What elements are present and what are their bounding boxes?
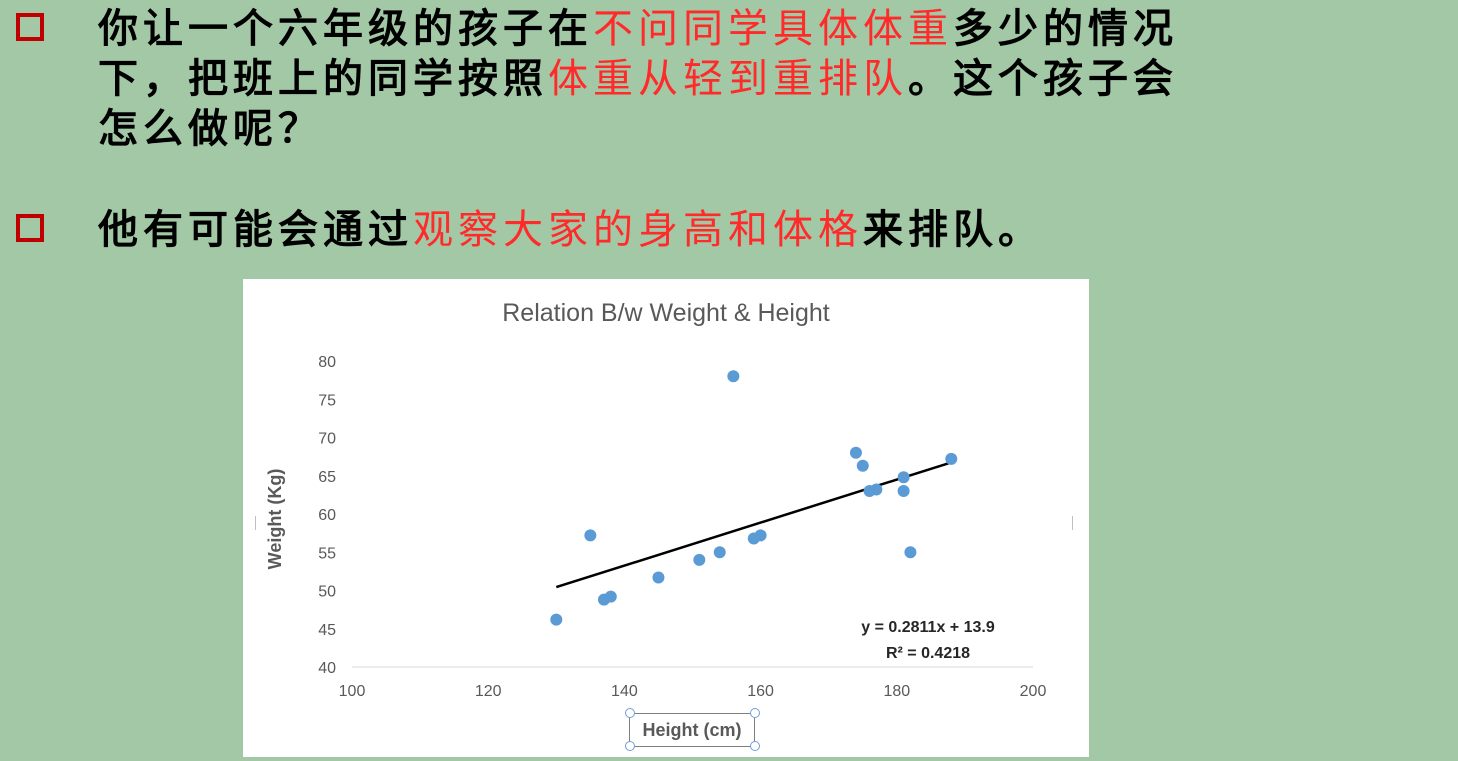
r-squared-text: R² = 0.4218 [885, 645, 971, 662]
chart-object[interactable]: Relation B/w Weight & Height Weight (Kg)… [243, 279, 1089, 757]
bullet-1-line-2-pre: 下，把班上的同学按照 [98, 55, 548, 102]
y-tick-label: 55 [318, 545, 336, 562]
resize-handle-bottom-right[interactable] [750, 741, 760, 751]
x-tick-label: 200 [1020, 683, 1047, 700]
resize-handle-bottom-left[interactable] [625, 741, 635, 751]
chart-right-edge-mark [1072, 516, 1073, 530]
y-tick-label: 80 [318, 354, 336, 371]
bullet-2-pre: 他有可能会通过 [98, 206, 413, 253]
x-tick-label: 160 [747, 683, 774, 700]
y-tick-label: 45 [318, 622, 336, 639]
resize-handle-top-left[interactable] [625, 708, 635, 718]
data-point [584, 529, 597, 542]
trendline-equation: y = 0.2811x + 13.9 R² = 0.4218 [833, 615, 1023, 667]
bullet-2-highlight: 观察大家的身高和体格 [413, 207, 863, 253]
bullet-1-line-1-pre: 你让一个六年级的孩子在 [98, 5, 593, 52]
bullet-1-line-2: 下，把班上的同学按照体重从轻到重排队。这个孩子会 [98, 54, 1448, 104]
x-tick-label: 180 [883, 683, 910, 700]
trendline [555, 461, 952, 589]
y-tick-label: 50 [318, 584, 336, 601]
bullet-1-line-1-highlight: 不问同学具体体重 [593, 6, 953, 52]
data-point [849, 446, 862, 459]
y-tick-label: 40 [318, 660, 336, 677]
data-point [604, 590, 617, 603]
x-tick-label: 120 [475, 683, 502, 700]
data-point [904, 546, 917, 559]
data-point [713, 546, 726, 559]
data-point [550, 613, 563, 626]
scatter-plot: 40 45 50 55 60 65 70 75 80 100 120 140 160 180 200 [318, 354, 1047, 700]
x-tick-label: 100 [339, 683, 366, 700]
y-tick-label: 60 [318, 507, 336, 524]
chart-title: Relation B/w Weight & Height [502, 299, 830, 327]
bullet-1-line-1-post: 多少的情况 [953, 5, 1178, 52]
data-point [856, 459, 869, 472]
data-point [727, 370, 740, 383]
data-point [870, 483, 883, 496]
data-point [897, 485, 910, 498]
y-tick-label: 65 [318, 469, 336, 486]
bullet-1-line-2-highlight: 体重从轻到重排队 [548, 56, 908, 102]
bullet-1-line-1: 你让一个六年级的孩子在不问同学具体体重多少的情况 [98, 4, 1448, 54]
checkbox-icon [16, 13, 44, 41]
chart-left-edge-mark [255, 516, 256, 530]
bullet-1-line-2-post: 。这个孩子会 [908, 55, 1178, 102]
bullet-1-line-3: 怎么做呢？ [98, 105, 323, 152]
y-tick-label: 70 [318, 431, 336, 448]
data-point [693, 553, 706, 566]
y-tick-label: 75 [318, 392, 336, 409]
data-point [754, 529, 767, 542]
bullet-2-post: 来排队。 [863, 206, 1043, 253]
bullet-2-line-1: 他有可能会通过观察大家的身高和体格来排队。 [98, 205, 1448, 255]
x-tick-label: 140 [611, 683, 638, 700]
resize-handle-top-right[interactable] [750, 708, 760, 718]
checkbox-icon [16, 214, 44, 242]
data-point [945, 452, 958, 465]
data-point [652, 571, 665, 584]
x-axis-label[interactable]: Height (cm) [629, 713, 755, 747]
data-point [897, 471, 910, 484]
equation-text: y = 0.2811x + 13.9 [861, 619, 995, 636]
